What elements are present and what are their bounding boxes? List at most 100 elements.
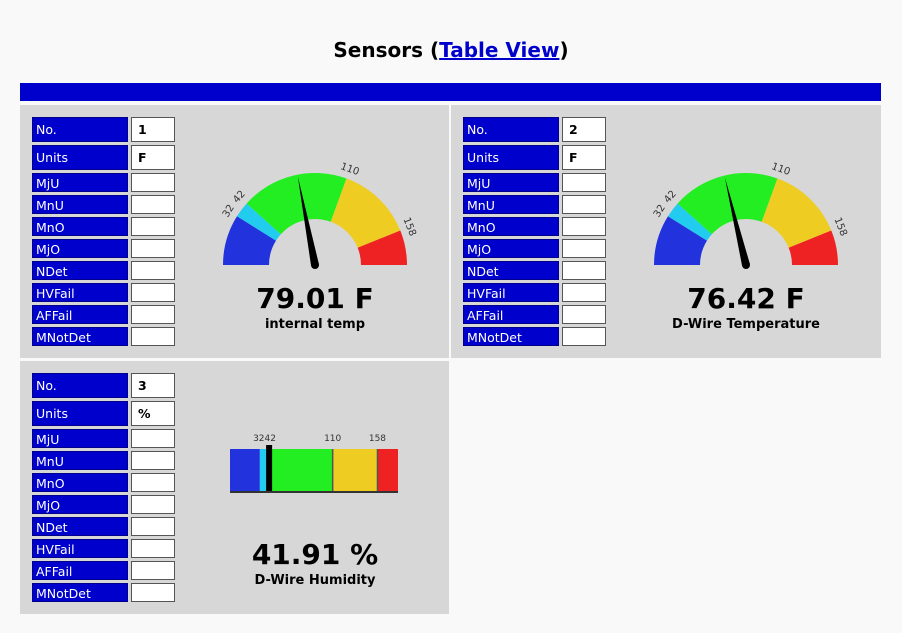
field-label-mjo: MjO	[32, 239, 128, 258]
gauge-zone	[330, 178, 401, 248]
field-label-mju: MjU	[463, 173, 559, 192]
gauge-tick-label: 158	[831, 216, 848, 238]
sensor-number: 3	[131, 373, 175, 398]
sensor-panel-1: No. 1 Units F MjU MnU MnO MjO NDet HVFai…	[20, 105, 449, 358]
field-label-affail: AFFail	[32, 305, 128, 324]
field-label-units: Units	[32, 145, 128, 170]
field-value-hvfail	[131, 539, 175, 558]
field-row-ndet: NDet	[463, 261, 606, 280]
sensor-number: 1	[131, 117, 175, 142]
field-row-ndet: NDet	[32, 261, 175, 280]
gauge-tick-label: 158	[400, 216, 417, 238]
field-value-affail	[131, 305, 175, 324]
dial-gauge: 3242 110 158	[221, 161, 418, 269]
field-label-mnotdet: MNotDet	[463, 327, 559, 346]
field-value-mno	[562, 217, 606, 236]
field-label-units: Units	[463, 145, 559, 170]
sensor-reading: 79.01 F	[256, 282, 374, 315]
field-value-mnotdet	[131, 327, 175, 346]
sensor-units: %	[131, 401, 175, 426]
field-value-mnu	[131, 451, 175, 470]
page-title: Sensors (Table View)	[0, 38, 902, 62]
field-value-ndet	[131, 517, 175, 536]
field-row-mjo: MjO	[32, 495, 175, 514]
field-label-mnotdet: MNotDet	[32, 583, 128, 602]
field-label-affail: AFFail	[32, 561, 128, 580]
field-label-units: Units	[32, 401, 128, 426]
field-row-mno: MnO	[32, 217, 175, 236]
field-value-ndet	[562, 261, 606, 280]
sensor-reading: 76.42 F	[687, 282, 805, 315]
gauge-zone	[246, 173, 347, 235]
field-label-mnu: MnU	[32, 195, 128, 214]
sensor-panel-2: No. 2 Units F MjU MnU MnO MjO NDet HVFai…	[451, 105, 881, 358]
field-value-hvfail	[131, 283, 175, 302]
field-label-mno: MnO	[463, 217, 559, 236]
gauge-tick-label: 3242	[253, 434, 276, 444]
gauge-needle	[297, 176, 319, 266]
field-value-mju	[131, 173, 175, 192]
sensor-fields-2: No. 2 Units F MjU MnU MnO MjO NDet HVFai…	[463, 117, 606, 349]
gauge-zone	[357, 230, 407, 265]
field-row-mno: MnO	[32, 473, 175, 492]
gauge-zone	[259, 449, 270, 491]
field-row-number: No. 3	[32, 373, 175, 398]
sensor-units: F	[562, 145, 606, 170]
header-bar	[20, 83, 881, 101]
dial-gauge: 3242 110 158	[652, 161, 849, 269]
gauge-tick-label: 110	[339, 161, 361, 178]
sensor-reading: 41.91 %	[251, 538, 379, 571]
gauge-tick-label: 110	[324, 434, 341, 444]
gauge-tick-label: 42	[231, 189, 248, 206]
gauge-zone	[223, 216, 276, 265]
field-value-mnu	[562, 195, 606, 214]
gauge-zone	[667, 203, 712, 241]
field-label-ndet: NDet	[32, 261, 128, 280]
field-row-number: No. 1	[32, 117, 175, 142]
field-label-hvfail: HVFail	[32, 283, 128, 302]
sensor-label: D-Wire Temperature	[672, 317, 820, 332]
gauge-tick-label: 32	[652, 203, 668, 220]
page-title-suffix: )	[559, 38, 569, 62]
field-label-mno: MnO	[32, 217, 128, 236]
gauge-needle	[724, 177, 750, 266]
gauge-zone	[269, 449, 333, 491]
field-row-units: Units F	[463, 145, 606, 170]
field-value-mjo	[131, 239, 175, 258]
field-value-mnotdet	[562, 327, 606, 346]
gauge-zone	[677, 173, 778, 235]
field-value-mjo	[131, 495, 175, 514]
gauge-zone	[230, 449, 260, 491]
field-label-mnotdet: MNotDet	[32, 327, 128, 346]
gauge-zone	[788, 230, 838, 265]
field-row-mnu: MnU	[32, 451, 175, 470]
field-row-mjo: MjO	[32, 239, 175, 258]
field-label-affail: AFFail	[463, 305, 559, 324]
sensor-label: internal temp	[264, 317, 366, 332]
gauge-tick-label: 42	[662, 189, 679, 206]
field-row-mnotdet: MNotDet	[32, 327, 175, 346]
field-row-mju: MjU	[463, 173, 606, 192]
field-row-units: Units F	[32, 145, 175, 170]
gauge-zone	[236, 203, 281, 241]
field-label-hvfail: HVFail	[463, 283, 559, 302]
field-value-mno	[131, 473, 175, 492]
gauge-tick-label: 158	[369, 434, 386, 444]
field-value-hvfail	[562, 283, 606, 302]
gauge-zone	[377, 449, 398, 491]
field-row-hvfail: HVFail	[32, 539, 175, 558]
field-row-mnu: MnU	[32, 195, 175, 214]
field-row-mju: MjU	[32, 173, 175, 192]
field-label-mjo: MjO	[32, 495, 128, 514]
field-row-mju: MjU	[32, 429, 175, 448]
field-row-mnotdet: MNotDet	[32, 583, 175, 602]
field-row-affail: AFFail	[32, 305, 175, 324]
sensor-number: 2	[562, 117, 606, 142]
field-value-mno	[131, 217, 175, 236]
field-label-ndet: NDet	[463, 261, 559, 280]
gauge-zone	[654, 216, 707, 265]
table-view-link[interactable]: Table View	[439, 38, 560, 62]
bar-gauge: 3242 110 158	[230, 434, 398, 493]
field-label-hvfail: HVFail	[32, 539, 128, 558]
gauge-zone	[761, 178, 832, 248]
